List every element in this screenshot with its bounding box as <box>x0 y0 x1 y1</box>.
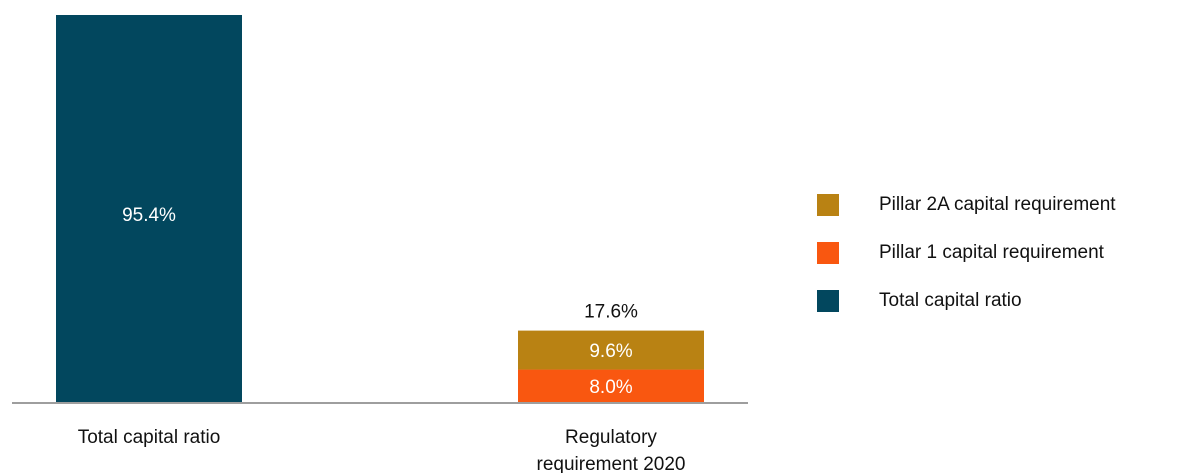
legend-item-total-capital-ratio: Total capital ratio <box>817 289 1116 313</box>
data-label-total-capital-ratio: 95.4% <box>122 205 176 226</box>
legend-label-pillar-1: Pillar 1 capital requirement <box>879 242 1104 263</box>
data-label-pillar-1-capital-requirement: 8.0% <box>589 377 632 398</box>
bar-total-capital-ratio <box>56 15 242 402</box>
legend-swatch-pillar-1 <box>817 242 839 264</box>
data-label-pillar-2a-capital-requirement: 9.6% <box>589 341 632 362</box>
legend-item-pillar-2a: Pillar 2A capital requirement <box>817 193 1116 217</box>
x-tick-label: Regulatory requirement 2020 <box>537 427 686 473</box>
legend-item-pillar-1: Pillar 1 capital requirement <box>817 241 1116 265</box>
bar-pillar-2a-capital-requirement <box>518 330 704 370</box>
legend-label-total-capital-ratio: Total capital ratio <box>879 290 1022 311</box>
legend: Pillar 2A capital requirement Pillar 1 c… <box>817 193 1116 337</box>
total-label: 17.6% <box>584 302 638 323</box>
x-tick-label: Total capital ratio <box>78 427 221 448</box>
legend-swatch-total-capital-ratio <box>817 290 839 312</box>
legend-swatch-pillar-2a <box>817 194 839 216</box>
bar-pillar-1-capital-requirement <box>518 369 704 402</box>
legend-label-pillar-2a: Pillar 2A capital requirement <box>879 194 1116 215</box>
